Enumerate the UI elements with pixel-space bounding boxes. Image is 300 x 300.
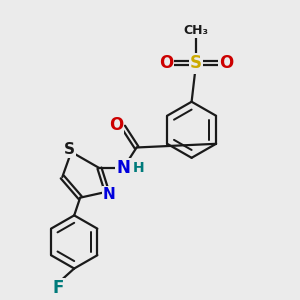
Text: O: O — [219, 54, 233, 72]
Text: S: S — [190, 54, 202, 72]
Text: N: N — [116, 159, 130, 177]
Text: F: F — [52, 279, 64, 297]
Text: O: O — [109, 116, 123, 134]
Text: N: N — [103, 187, 116, 202]
Text: O: O — [159, 54, 173, 72]
Text: CH₃: CH₃ — [184, 24, 208, 38]
Text: S: S — [64, 142, 75, 157]
Text: H: H — [132, 161, 144, 175]
